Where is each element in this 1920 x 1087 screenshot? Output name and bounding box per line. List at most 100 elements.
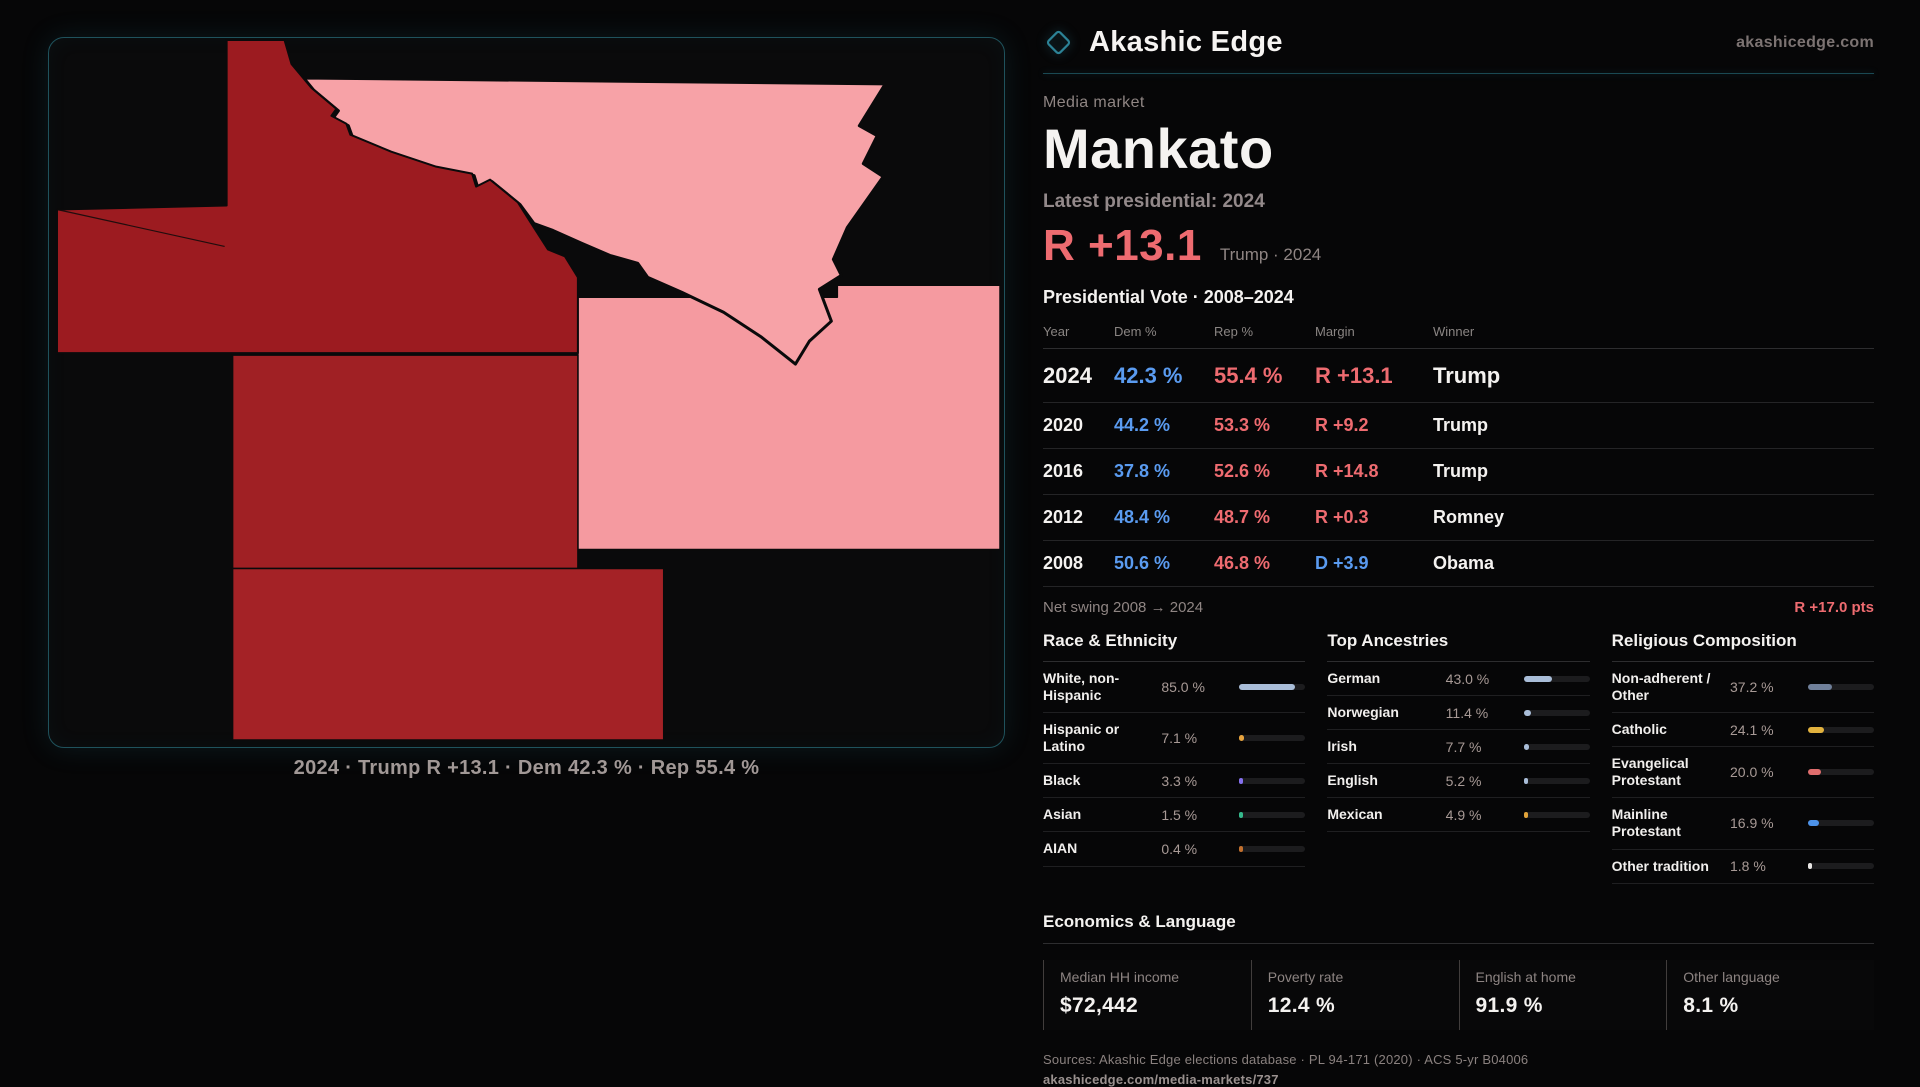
vote-table-col-header: Dem %: [1114, 318, 1214, 349]
cell-margin: R +9.2: [1315, 403, 1433, 449]
demo-bar-track: [1239, 846, 1306, 852]
demo-row: Catholic 24.1 %: [1611, 713, 1874, 748]
cell-year: 2016: [1043, 449, 1114, 495]
demo-bar-fill: [1523, 743, 1529, 750]
vote-table-row: 2024 42.3 % 55.4 % R +13.1 Trump: [1043, 349, 1874, 403]
demo-section-religious-composition: Religious Composition Non-adherent / Othe…: [1611, 631, 1874, 884]
demo-section-title: Religious Composition: [1611, 631, 1874, 662]
demo-label: Catholic: [1611, 721, 1667, 738]
demo-value: 5.2 %: [1445, 772, 1482, 789]
demo-value: 3.3 %: [1161, 772, 1198, 789]
demographics-grid: Race & Ethnicity White, non-Hispanic 85.0 …: [1043, 631, 1874, 884]
stat-cell: English at home 91.9 %: [1458, 959, 1667, 1030]
demo-row: English 5.2 %: [1327, 764, 1590, 799]
vote-table-col-header: Rep %: [1214, 318, 1315, 349]
latest-presidential-label: Latest presidential: 2024: [1043, 191, 1265, 212]
demo-bar-track: [1523, 743, 1590, 750]
cell-year: 2012: [1043, 495, 1114, 541]
demo-value: 11.4 %: [1445, 704, 1489, 721]
county-choropleth-map: [55, 38, 1001, 741]
demo-bar-track: [1239, 735, 1306, 742]
demo-row: AIAN 0.4 %: [1043, 832, 1306, 867]
page-title: Mankato: [1043, 117, 1274, 180]
net-swing-label: Net swing 2008 → 2024: [1043, 599, 1204, 616]
vote-table-row: 2008 50.6 % 46.8 % D +3.9 Obama: [1043, 541, 1874, 587]
demo-row: Mexican 4.9 %: [1327, 798, 1590, 833]
demo-row: Asian 1.5 %: [1043, 798, 1306, 833]
demo-row: Hispanic or Latino 7.1 %: [1043, 713, 1306, 765]
cell-winner: Obama: [1433, 541, 1874, 587]
demo-label: Mainline Protestant: [1611, 806, 1681, 840]
cell-dem-pct: 44.2 %: [1114, 403, 1214, 449]
demo-label: Hispanic or Latino: [1043, 721, 1120, 755]
demo-section-title: Race & Ethnicity: [1043, 631, 1306, 662]
demo-label: Evangelical Protestant: [1611, 755, 1689, 789]
demo-value: 1.5 %: [1161, 806, 1198, 823]
demo-row: Norwegian 11.4 %: [1327, 696, 1590, 731]
stat-cell: Median HH income $72,442: [1043, 959, 1251, 1030]
demo-value: 37.2 %: [1730, 679, 1774, 696]
cell-dem-pct: 42.3 %: [1114, 349, 1214, 403]
demo-bar-track: [1808, 726, 1874, 733]
demo-section-title: Top Ancestries: [1327, 631, 1590, 662]
stat-value: 8.1 %: [1683, 993, 1739, 1017]
sources-block: Sources: Akashic Edge elections database…: [1043, 1052, 1874, 1087]
stat-cell: Poverty rate 12.4 %: [1250, 959, 1459, 1030]
demo-label: Norwegian: [1327, 704, 1399, 721]
demo-bar-track: [1808, 684, 1874, 691]
vote-table-col-header: Winner: [1433, 318, 1874, 349]
brand-diamond-icon: [1046, 30, 1071, 55]
cell-rep-pct: 52.6 %: [1214, 449, 1315, 495]
cell-margin: R +13.1: [1315, 349, 1433, 403]
demo-bar-fill: [1239, 684, 1296, 691]
brand-site-link[interactable]: akashicedge.com: [1736, 33, 1874, 51]
demo-row: Other tradition 1.8 %: [1611, 850, 1874, 884]
demo-bar-track: [1523, 777, 1590, 784]
cell-margin: D +3.9: [1315, 541, 1433, 587]
demo-bar-fill: [1523, 811, 1528, 818]
header-divider: [1043, 73, 1874, 74]
demo-label: Other tradition: [1611, 857, 1709, 874]
demo-value: 85.0 %: [1161, 679, 1205, 696]
cell-margin: R +14.8: [1315, 449, 1433, 495]
headline-margin-value: R +13.1: [1043, 221, 1202, 270]
stats-column: Akashic Edge akashicedge.com Media marke…: [1043, 0, 1874, 1087]
demo-label: German: [1327, 670, 1381, 686]
demo-bar-fill: [1523, 709, 1531, 716]
demo-value: 1.8 %: [1730, 858, 1766, 875]
cell-dem-pct: 37.8 %: [1114, 449, 1214, 495]
net-swing-value: R +17.0 pts: [1794, 599, 1874, 616]
demo-bar-fill: [1239, 735, 1244, 742]
stat-value: 12.4 %: [1267, 993, 1335, 1017]
demo-bar-fill: [1808, 726, 1824, 733]
demo-bar-fill: [1808, 684, 1833, 691]
cell-rep-pct: 53.3 %: [1214, 403, 1315, 449]
vote-table-header-row: Year Dem % Rep % Margin Winner: [1043, 318, 1874, 349]
demo-bar-track: [1808, 820, 1874, 827]
demo-bar-fill: [1239, 811, 1244, 818]
permalink[interactable]: akashicedge.com/media-markets/737: [1043, 1071, 1279, 1087]
demo-label: Mexican: [1327, 806, 1383, 823]
demo-section-race-ethnicity: Race & Ethnicity White, non-Hispanic 85.0 …: [1043, 631, 1306, 884]
map-region-central-county: [231, 354, 579, 570]
cell-rep-pct: 48.7 %: [1214, 495, 1315, 541]
demo-bar-fill: [1808, 820, 1820, 827]
demo-bar-fill: [1239, 846, 1244, 852]
demo-label: White, non-Hispanic: [1043, 670, 1120, 704]
economics-stat-row: Median HH income $72,442 Poverty rate 12.4 …: [1043, 959, 1874, 1030]
headline-margin-context: Trump · 2024: [1219, 245, 1322, 264]
demo-bar-track: [1239, 777, 1306, 784]
vote-table-col-header: Margin: [1315, 318, 1433, 349]
demo-bar-track: [1523, 675, 1590, 682]
cell-winner: Trump: [1433, 349, 1874, 403]
demo-bar-track: [1239, 684, 1306, 691]
vote-table-row: 2016 37.8 % 52.6 % R +14.8 Trump: [1043, 449, 1874, 495]
vote-table-row: 2012 48.4 % 48.7 % R +0.3 Romney: [1043, 495, 1874, 541]
brand-name: Akashic Edge: [1089, 26, 1283, 58]
kicker-media-market: Media market: [1043, 94, 1145, 111]
stat-value: $72,442: [1060, 993, 1139, 1017]
stat-cell: Other language 8.1 %: [1666, 959, 1874, 1030]
stat-label: Other language: [1683, 968, 1780, 985]
headline-margin-row: R +13.1 Trump · 2024: [1043, 221, 1874, 271]
map-caption: 2024 · Trump R +13.1 · Dem 42.3 % · Rep …: [293, 757, 760, 779]
